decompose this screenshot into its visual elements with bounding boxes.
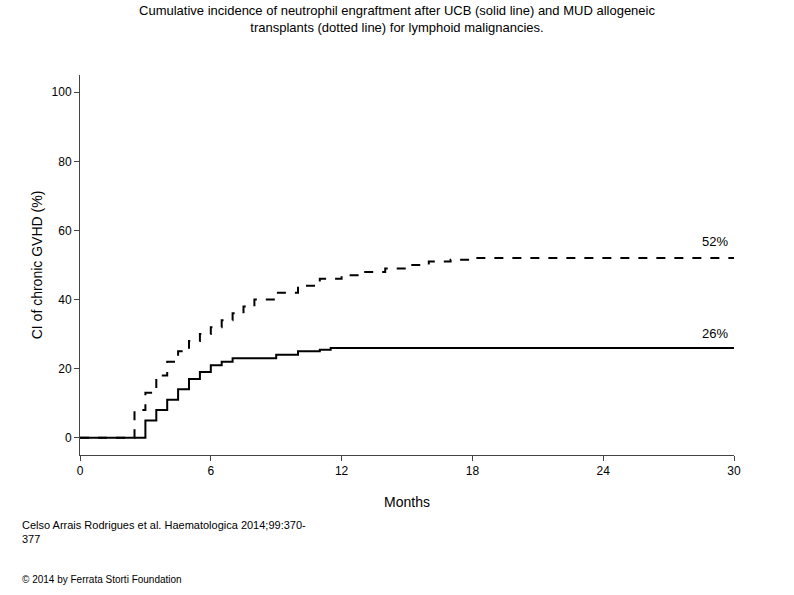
svg-text:26%: 26% [702, 326, 728, 341]
svg-text:100: 100 [52, 85, 72, 99]
svg-text:6: 6 [207, 464, 214, 478]
svg-text:20: 20 [58, 362, 72, 376]
svg-text:60: 60 [58, 224, 72, 238]
svg-text:52%: 52% [702, 234, 728, 249]
svg-text:Celso Arrais Rodrigues et al.: Celso Arrais Rodrigues et al. Haematolog… [22, 519, 306, 545]
svg-text:CI of chronic GVHD (%): CI of chronic GVHD (%) [29, 191, 45, 340]
svg-text:30: 30 [727, 464, 741, 478]
svg-text:18: 18 [466, 464, 480, 478]
svg-text:0: 0 [77, 464, 84, 478]
svg-text:80: 80 [58, 155, 72, 169]
svg-text:12: 12 [335, 464, 349, 478]
svg-text:© 2014 by Ferrata Storti Found: © 2014 by Ferrata Storti Foundation [22, 574, 182, 585]
svg-text:Months: Months [384, 494, 430, 510]
svg-text:24: 24 [597, 464, 611, 478]
svg-text:Cumulative incidence of neutro: Cumulative incidence of neutrophil engra… [139, 3, 655, 35]
svg-text:0: 0 [65, 431, 72, 445]
svg-text:40: 40 [58, 293, 72, 307]
